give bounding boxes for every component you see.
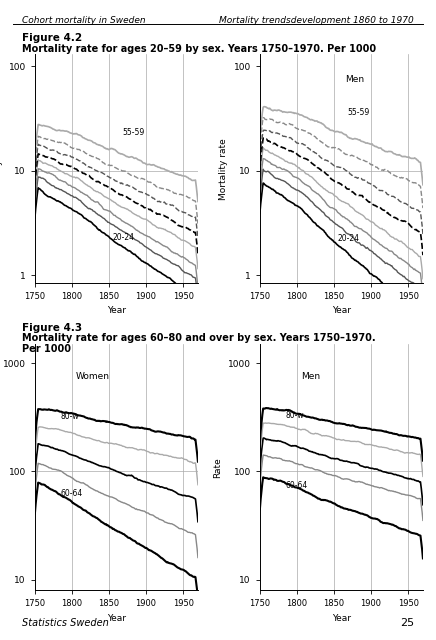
Text: 60-64: 60-64 — [61, 490, 83, 499]
Text: Mortality rate for ages 60–80 and over by sex. Years 1750–1970.
Per 1000: Mortality rate for ages 60–80 and over b… — [22, 333, 375, 355]
Text: 25: 25 — [400, 618, 414, 628]
Text: Figure 4.3: Figure 4.3 — [22, 323, 82, 333]
Text: Men: Men — [345, 75, 364, 84]
Text: Mortality rate for ages 20–59 by sex. Years 1750–1970. Per 1000: Mortality rate for ages 20–59 by sex. Ye… — [22, 44, 376, 54]
Text: Cohort mortality in Sweden: Cohort mortality in Sweden — [22, 16, 146, 25]
Y-axis label: Rate: Rate — [213, 457, 222, 477]
Y-axis label: Mortality rate: Mortality rate — [219, 138, 228, 200]
X-axis label: Year: Year — [332, 307, 351, 316]
Text: 60-64: 60-64 — [286, 481, 308, 490]
Text: 80-w: 80-w — [286, 412, 304, 420]
Text: Mortality trendsdevelopment 1860 to 1970: Mortality trendsdevelopment 1860 to 1970 — [219, 16, 414, 25]
X-axis label: Year: Year — [107, 307, 126, 316]
Text: 55-59: 55-59 — [347, 108, 370, 116]
Text: Figure 4.2: Figure 4.2 — [22, 33, 82, 44]
X-axis label: Year: Year — [107, 614, 126, 623]
Text: 20-24: 20-24 — [112, 233, 135, 242]
X-axis label: Year: Year — [332, 614, 351, 623]
Text: 80-w: 80-w — [61, 412, 79, 421]
Text: Women: Women — [75, 372, 109, 381]
Text: Men: Men — [301, 372, 320, 381]
Text: Statistics Sweden: Statistics Sweden — [22, 618, 109, 628]
Text: 20-24: 20-24 — [338, 234, 360, 243]
Text: 55-59: 55-59 — [123, 128, 145, 137]
Y-axis label: Mortality rate: Mortality rate — [0, 138, 3, 200]
